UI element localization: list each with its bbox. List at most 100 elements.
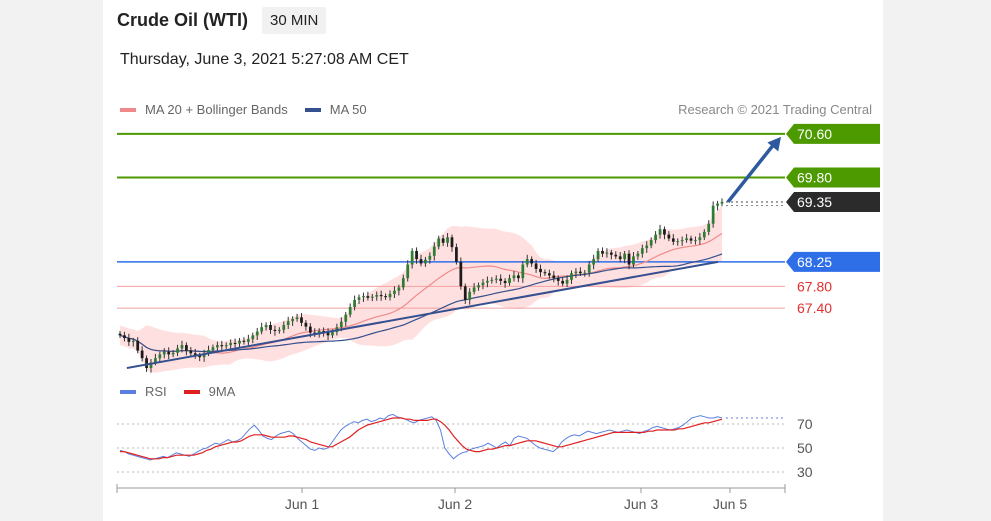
candle-body [543,272,547,274]
candle-body [702,231,706,238]
legend-ma50-label: MA 50 [329,102,367,117]
candle-body [180,345,184,349]
candle-body [140,350,144,359]
rsi-line [119,413,723,461]
candle-body [441,238,445,243]
candle-body [353,299,356,308]
candle-body [118,333,122,336]
candle-body [490,279,494,281]
candle-body [375,295,379,297]
candle-body [357,297,361,300]
candle-body [246,339,250,342]
candle-body [547,273,551,276]
candle-body [605,252,609,254]
candle-body [331,332,334,336]
ma50-swatch [304,107,321,112]
candle-body [517,275,520,279]
candle-body [154,358,157,363]
candle-body [273,329,277,331]
level-tag-70-60 [786,123,880,144]
candle-body [185,345,188,351]
rsi-tick-label-30: 30 [797,464,813,480]
candle-body [393,290,396,294]
candle-body [282,324,286,330]
x-tick-label: Jun 1 [285,496,319,512]
price-legend: MA 20 + Bollinger Bands MA 50 [120,102,384,117]
legend-ma9-label: 9MA [208,384,236,399]
candle-body [711,205,715,224]
candle-body [552,275,556,279]
candle-body [525,259,529,265]
candle-body [406,264,410,279]
candle-body [379,295,383,297]
candle-body [415,250,418,260]
candle-body [384,296,387,298]
rsi-legend: RSI 9MA [120,384,252,399]
candle-body [295,317,299,319]
candle-body [601,250,604,254]
candle-body [264,324,268,328]
candle-body [574,271,578,274]
candle-body [494,278,498,280]
candle-body [437,238,441,247]
level-label-69-80: 69.80 [797,169,832,185]
candle-body [680,240,684,242]
candle-body [592,259,596,265]
candle-body [233,342,237,344]
candle-body [424,259,427,264]
candle-body [578,271,582,274]
candle-body [694,240,697,242]
x-tick-label: Jun 3 [624,496,658,512]
timeframe-button[interactable]: 30 MIN [262,7,327,34]
rsi-tick-label-50: 50 [797,440,813,456]
candle-body [455,247,458,262]
candle-body [512,275,516,279]
legend-ma20[interactable]: MA 20 + Bollinger Bands [120,102,288,117]
candle-body [609,252,613,255]
candle-body [229,342,233,346]
candle-body [667,234,671,239]
candle-body [618,256,622,260]
candle-body [220,345,224,347]
candle-body [397,287,401,291]
candle-body [193,353,197,356]
candle-body [269,324,272,330]
rsi-tick-label-70: 70 [797,416,813,432]
candle-body [202,353,206,358]
candle-body [689,238,693,241]
candle-body [216,345,219,348]
legend-ma9[interactable]: 9MA [183,384,236,399]
candle-body [291,319,295,322]
candle-body [508,278,511,284]
candle-body [623,253,626,260]
candle-body [162,351,166,355]
candle-body [450,237,454,248]
legend-rsi[interactable]: RSI [120,384,167,399]
timestamp: Thursday, June 3, 2021 5:27:08 AM CET [120,51,409,68]
candle-body [366,296,370,298]
candle-body [459,261,463,287]
candle-body [370,296,374,298]
candle-body [596,250,600,260]
candle-body [127,338,131,342]
candle-body [401,278,405,288]
candle-body [632,256,635,265]
instrument-title: Crude Oil (WTI) [117,10,248,30]
candle-body [627,253,631,265]
x-tick-label: Jun 2 [438,496,472,512]
candle-body [720,201,724,204]
legend-ma50[interactable]: MA 50 [304,102,367,117]
candle-body [242,340,246,342]
candle-body [565,279,569,284]
candle-body [587,264,591,273]
ma20-line [119,232,723,354]
candle-body [707,223,711,232]
candle-body [176,348,179,353]
candle-body [145,358,148,368]
candle-body [477,285,480,288]
candle-body [583,272,587,274]
candle-body [530,259,534,264]
target-arrow-head [767,136,781,152]
candle-body [698,237,702,241]
candle-body [304,322,308,327]
